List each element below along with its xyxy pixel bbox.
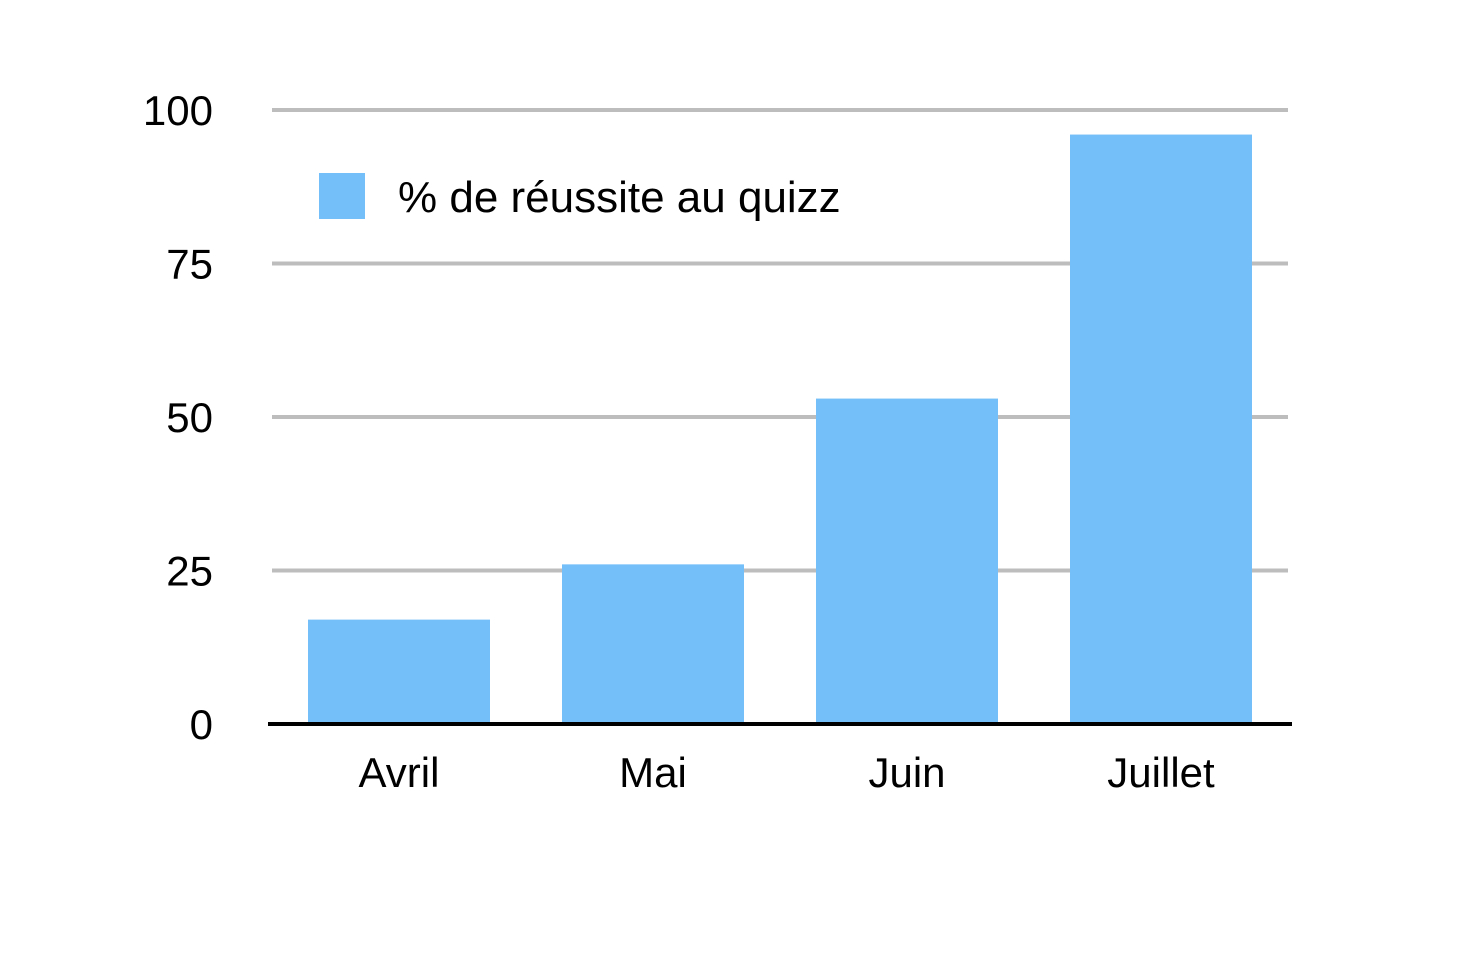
x-tick-label: Juin bbox=[868, 749, 945, 796]
legend: % de réussite au quizz bbox=[319, 173, 841, 222]
bar-mai bbox=[562, 564, 744, 724]
bar-avril bbox=[308, 619, 490, 724]
legend-swatch bbox=[319, 173, 365, 219]
bar-juillet bbox=[1070, 134, 1252, 724]
y-tick-label: 50 bbox=[166, 394, 213, 441]
y-tick-label: 0 bbox=[190, 701, 213, 748]
x-tick-label: Mai bbox=[619, 749, 687, 796]
y-tick-label: 100 bbox=[143, 87, 213, 134]
bars bbox=[308, 134, 1252, 724]
x-tick-label: Juillet bbox=[1107, 749, 1215, 796]
legend-label: % de réussite au quizz bbox=[398, 173, 841, 222]
y-tick-label: 75 bbox=[166, 241, 213, 288]
y-tick-label: 25 bbox=[166, 548, 213, 595]
x-tick-label: Avril bbox=[359, 749, 440, 796]
x-axis-tick-labels: Avril Mai Juin Juillet bbox=[359, 749, 1215, 796]
bar-juin bbox=[816, 398, 998, 724]
y-axis-tick-labels: 0 25 50 75 100 bbox=[143, 87, 213, 748]
